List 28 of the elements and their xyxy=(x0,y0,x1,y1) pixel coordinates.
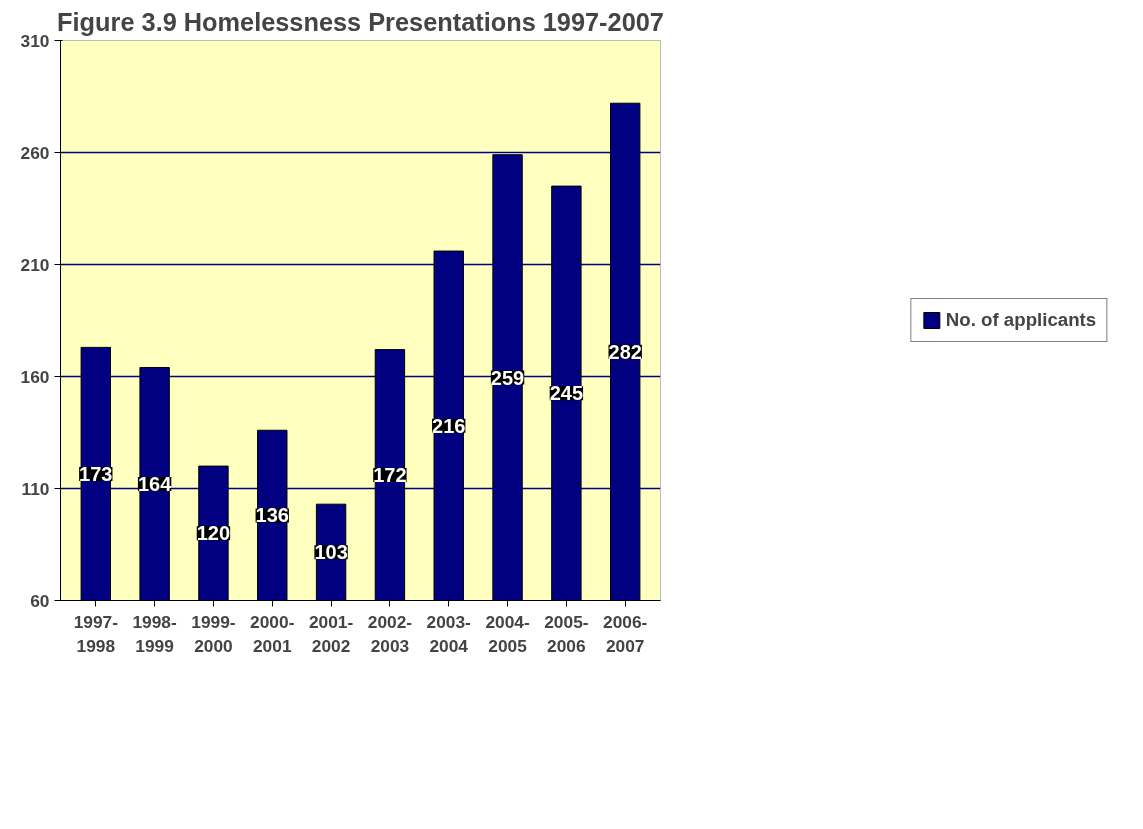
data-label: 172 xyxy=(373,464,407,487)
y-tick-label: 210 xyxy=(20,254,50,275)
data-label: 103 xyxy=(314,541,348,564)
data-label: 173 xyxy=(79,462,113,485)
data-label: 259 xyxy=(490,366,525,389)
legend-label: No. of applicants xyxy=(945,309,1097,331)
x-tick-label: 2003- 2004 xyxy=(426,611,472,656)
y-tick-label: 110 xyxy=(21,478,50,499)
x-tick-label: 1999- 2000 xyxy=(191,611,236,656)
chart-title: Figure 3.9 Homelessness Presentations 1997-2007 xyxy=(57,7,664,36)
data-label: 216 xyxy=(432,414,466,437)
x-tick-label: 2006- 2007 xyxy=(603,611,648,656)
y-tick-label: 260 xyxy=(20,142,50,163)
x-tick-label: 2004- 2005 xyxy=(485,611,530,656)
data-label: 245 xyxy=(549,382,584,405)
data-label: 164 xyxy=(137,473,173,496)
x-tick-label: 2001- 2002 xyxy=(308,611,354,656)
x-tick-label: 2002- 2003 xyxy=(367,611,413,656)
y-tick-label: 160 xyxy=(20,366,50,387)
y-tick-label: 310 xyxy=(20,30,50,51)
data-label: 282 xyxy=(608,340,642,363)
x-tick-label: 1998- 1999 xyxy=(132,611,178,656)
data-label: 136 xyxy=(255,504,289,527)
x-tick-label: 2000- 2001 xyxy=(250,611,295,656)
data-label: 120 xyxy=(196,522,231,545)
y-tick-label: 60 xyxy=(30,590,50,611)
x-tick-label: 2005- 2006 xyxy=(544,611,589,656)
x-tick-label: 1997- 1998 xyxy=(73,611,119,656)
